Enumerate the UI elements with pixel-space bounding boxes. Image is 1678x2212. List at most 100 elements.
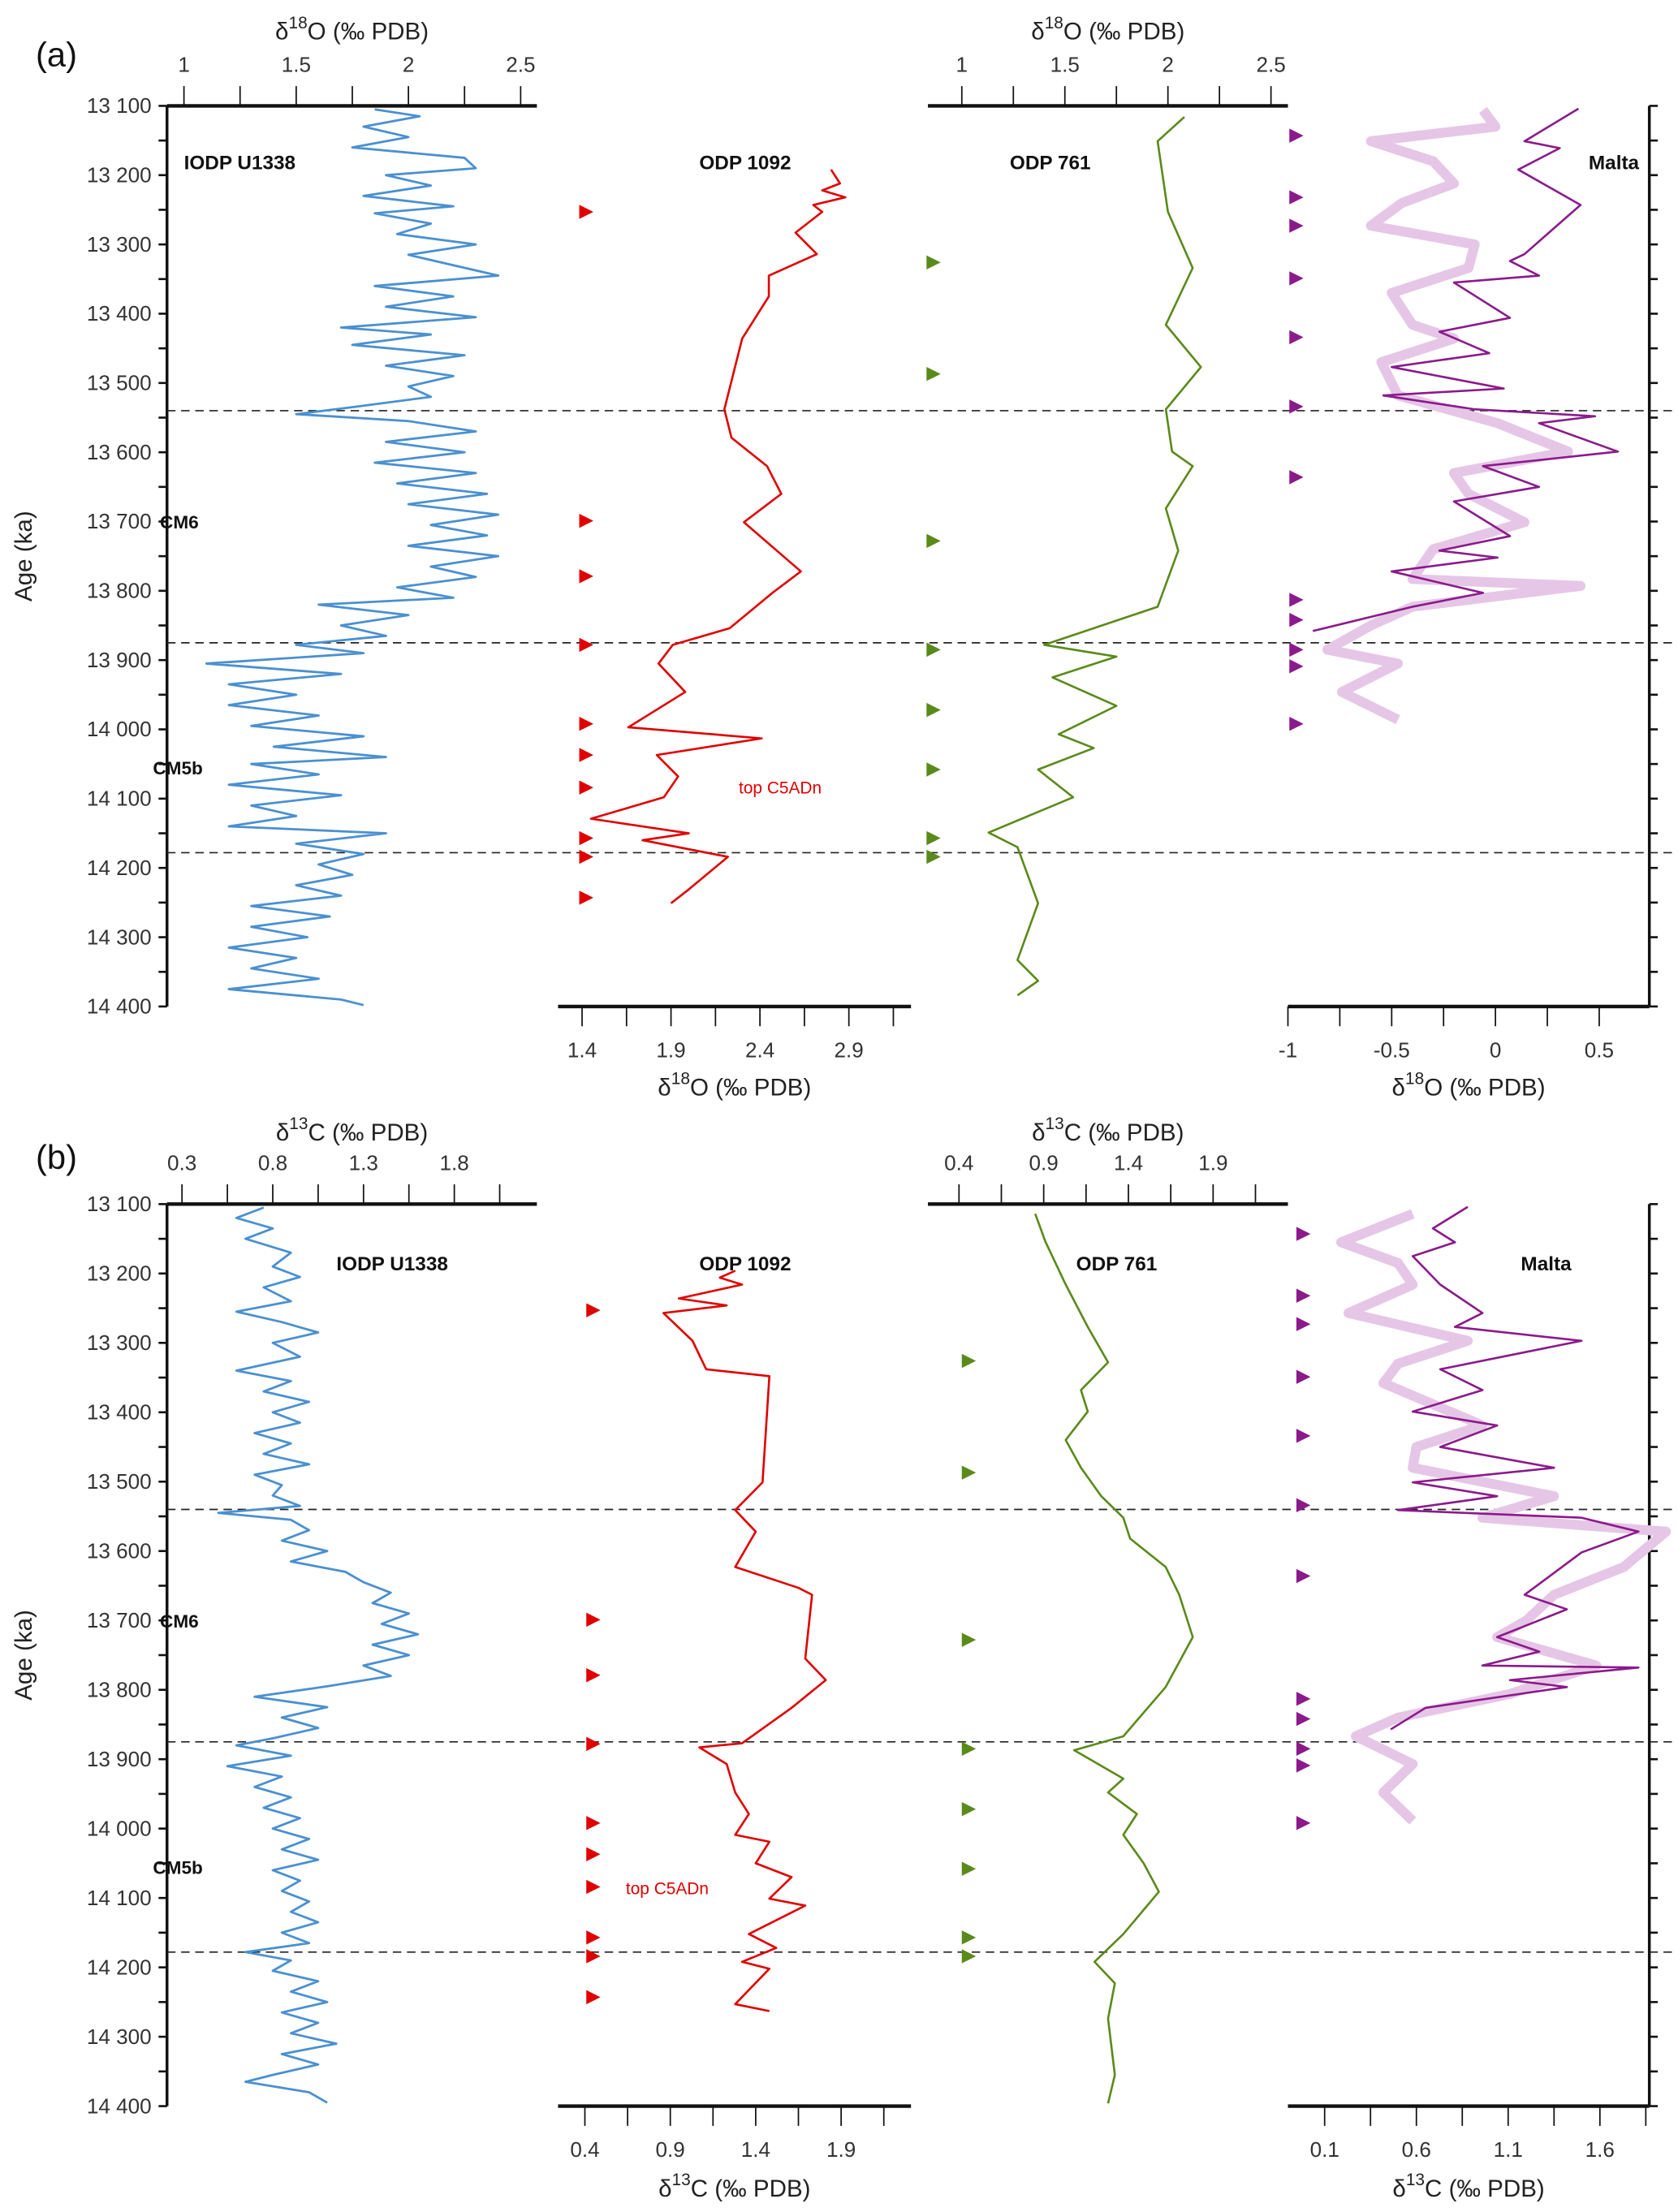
y-tick-label: 14 300 <box>87 2024 152 2049</box>
x-axis-title: δ18O (‰ PDB) <box>658 1070 811 1102</box>
tiepoint-marker <box>1296 1369 1311 1384</box>
tiepoint-marker <box>1289 218 1304 233</box>
x-tick-label: 0.6 <box>1402 2137 1431 2162</box>
tiepoint-marker <box>579 890 593 905</box>
tiepoint-marker <box>1289 659 1304 674</box>
tiepoint-marker <box>961 1949 977 1964</box>
tiepoint-marker <box>961 1802 977 1817</box>
zone-label-cm6: CM6 <box>160 1611 199 1632</box>
y-tick-label: 13 300 <box>87 1330 152 1355</box>
axis-title-isotope: 18 <box>1405 1070 1424 1089</box>
axis-title-unit: C (‰ PDB) <box>691 2175 811 2202</box>
y-tick-label: 13 100 <box>87 93 152 118</box>
axis-title-unit: O (‰ PDB) <box>308 19 429 45</box>
x-tick-label: 2.5 <box>1256 53 1285 77</box>
x-tick-label: 0.3 <box>167 1151 196 1175</box>
x-tick-label: 1.9 <box>1198 1151 1227 1175</box>
tiepoint-marker <box>1296 1429 1311 1443</box>
y-tick-label: 14 100 <box>87 787 152 811</box>
x-tick-label: 1.3 <box>349 1151 378 1175</box>
axis-title-delta: δ <box>1392 2175 1405 2202</box>
tiepoint-marker <box>961 1930 977 1945</box>
x-tick-label: 2.4 <box>745 1038 774 1063</box>
series-line-iodp-u1338 <box>217 1206 420 2104</box>
x-tick-label: -0.5 <box>1374 1038 1410 1063</box>
tiepoint-marker <box>579 748 593 762</box>
tiepoint-marker <box>1296 1317 1311 1331</box>
tiepoint-marker <box>926 642 941 658</box>
tiepoint-marker <box>926 762 941 777</box>
x-tick-label: 1 <box>956 53 968 77</box>
tiepoint-marker <box>961 1741 977 1757</box>
annotation-top-c5adn: top C5ADn <box>739 778 822 797</box>
axis-title-isotope: 18 <box>288 14 307 32</box>
subplot-odp-1092: 1.4 1.9 2.4 2.9 δ18O (‰ PDB) ODP 1092 <box>558 153 912 1102</box>
tiepoint-marker <box>586 1949 601 1964</box>
tiepoint-marker <box>1289 190 1304 205</box>
x-axis-title: δ13C (‰ PDB) <box>1032 1115 1184 1146</box>
tiepoint-marker <box>961 1353 977 1369</box>
y-tick-label: 13 400 <box>87 301 152 326</box>
x-tick-label: 1.4 <box>1114 1151 1143 1175</box>
tiepoint-marker <box>926 367 941 382</box>
tiepoint-marker <box>926 533 941 549</box>
tiepoint-marker <box>586 1816 601 1830</box>
subplot-malta: -1 -0.5 0 0.5 δ18O (‰ PDB) Malta <box>1279 106 1650 1101</box>
tiepoint-marker <box>961 1465 977 1480</box>
axis-title-unit: O (‰ PDB) <box>1424 1074 1545 1101</box>
tiepoint-marker <box>1289 642 1304 658</box>
zone-label-cm5b: CM5b <box>153 758 203 778</box>
x-tick-label: 2.5 <box>506 53 535 77</box>
y-axis-title: Age (ka) <box>11 1610 37 1701</box>
y-tick-label: 13 200 <box>87 1261 152 1286</box>
tiepoint-marker <box>961 1861 977 1876</box>
axis-title-delta: δ <box>658 2175 671 2202</box>
series-line-malta <box>1312 107 1620 632</box>
axis-title-delta: δ <box>658 1074 671 1101</box>
tiepoint-marker <box>586 1668 601 1683</box>
axis-title-isotope: 13 <box>1046 1115 1064 1133</box>
x-tick-label: 1.6 <box>1585 2137 1615 2162</box>
tiepoint-marker <box>961 1632 977 1647</box>
tiepoint-marker <box>579 513 593 528</box>
axis-title-unit: C (‰ PDB) <box>1425 2175 1545 2202</box>
x-tick-label: 0.1 <box>1310 2137 1339 2162</box>
tiepoint-marker <box>1289 593 1304 607</box>
x-tick-label: 2.9 <box>835 1038 864 1063</box>
axis-title-unit: O (‰ PDB) <box>1063 19 1184 45</box>
y-axis-title: Age (ka) <box>11 511 37 602</box>
tiepoint-marker <box>1296 1288 1311 1303</box>
x-tick-label: 1.1 <box>1494 2137 1523 2162</box>
tiepoint-marker <box>926 702 941 718</box>
x-tick-label: 0.8 <box>258 1151 287 1175</box>
tiepoint-marker <box>926 255 941 269</box>
tiepoint-marker <box>579 569 593 584</box>
tiepoint-marker <box>1289 128 1304 143</box>
panel-label: (a) <box>36 36 77 74</box>
y-tick-label: 13 100 <box>87 1192 152 1216</box>
axis-title-isotope: 18 <box>671 1070 690 1089</box>
y-tick-label: 14 300 <box>87 925 152 949</box>
tiepoint-marker <box>586 1736 601 1752</box>
y-tick-label: 13 500 <box>87 1469 152 1494</box>
y-tick-label: 14 200 <box>87 1955 152 1979</box>
tiepoint-marker <box>579 205 593 219</box>
y-tick-label: 14 000 <box>87 1816 152 1840</box>
series-line-odp-761 <box>987 116 1202 997</box>
tiepoint-marker <box>1289 271 1304 286</box>
series-line-iodp-u1338 <box>205 108 500 1007</box>
axis-title-isotope: 13 <box>1406 2171 1425 2189</box>
x-tick-label: 0 <box>1490 1038 1502 1063</box>
tiepoint-marker <box>1289 717 1304 731</box>
tiepoint-marker <box>926 830 941 846</box>
x-tick-label: 1.4 <box>741 2137 770 2162</box>
axis-title-delta: δ <box>276 1119 289 1146</box>
tiepoint-marker <box>579 717 593 731</box>
x-axis-title: δ18O (‰ PDB) <box>275 14 429 45</box>
site-label: IODP U1338 <box>336 1253 447 1275</box>
site-label: Malta <box>1589 153 1640 175</box>
site-label: Malta <box>1521 1253 1572 1275</box>
y-tick-label: 13 900 <box>87 1747 152 1771</box>
y-tick-label: 14 400 <box>87 994 152 1019</box>
